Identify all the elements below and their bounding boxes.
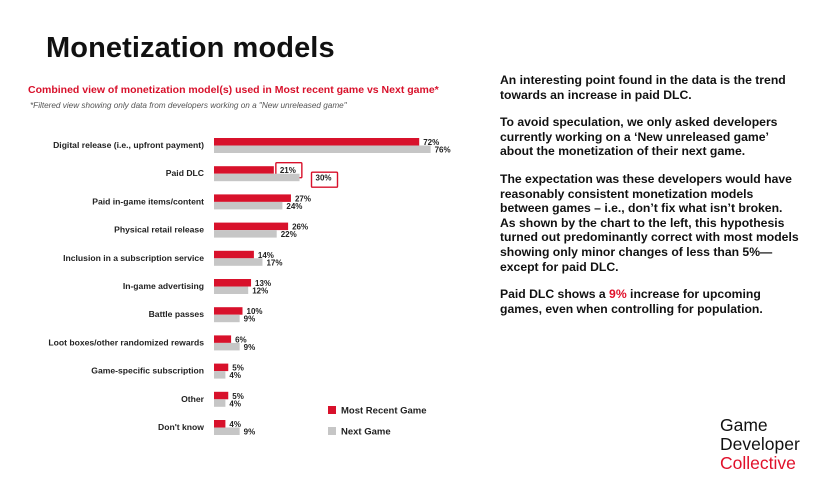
- bar-most-recent: [214, 391, 229, 400]
- category-label: Loot boxes/other randomized rewards: [48, 337, 204, 347]
- brand-line-2: Developer: [720, 434, 800, 454]
- data-label: 4%: [229, 371, 241, 380]
- data-label: 12%: [252, 287, 268, 296]
- bar-most-recent: [214, 250, 254, 259]
- data-label: 9%: [244, 315, 256, 324]
- category-label: In-game advertising: [123, 281, 204, 291]
- legend-swatch: [328, 406, 336, 414]
- commentary-highlight-value: 9%: [609, 287, 627, 302]
- data-label: 13%: [255, 279, 271, 288]
- category-label: Digital release (i.e., upfront payment): [53, 140, 204, 150]
- category-label: Paid in-game items/content: [92, 196, 204, 206]
- bar-most-recent: [214, 194, 291, 202]
- data-label: 5%: [232, 364, 244, 373]
- bar-next-game: [214, 145, 431, 153]
- data-label: 26%: [292, 223, 308, 232]
- data-label: 24%: [286, 202, 302, 211]
- bar-most-recent: [214, 222, 289, 231]
- brand-logo: Game Developer Collective: [720, 416, 800, 473]
- filter-note: *Filtered view showing only data from de…: [30, 101, 347, 110]
- page-title: Monetization models: [46, 32, 335, 64]
- legend-label: Next Game: [341, 427, 391, 438]
- bar-most-recent: [214, 307, 243, 315]
- commentary-paragraph-4: Paid DLC shows a 9% increase for upcomin…: [500, 287, 800, 316]
- category-label: Inclusion in a subscription service: [63, 253, 204, 263]
- data-label: 76%: [435, 146, 451, 155]
- data-label: 5%: [232, 392, 244, 401]
- data-label: 9%: [244, 428, 256, 437]
- bar-most-recent: [214, 335, 232, 343]
- data-label: 10%: [247, 307, 263, 316]
- bar-next-game: [214, 230, 277, 238]
- commentary-paragraph-3: The expectation was these developers wou…: [500, 171, 799, 274]
- brand-line-3: Collective: [720, 453, 796, 473]
- bar-most-recent: [214, 138, 420, 146]
- bar-most-recent: [214, 363, 229, 372]
- commentary-p4-before: Paid DLC shows a: [500, 287, 610, 302]
- bar-next-game: [214, 427, 240, 435]
- data-label: 17%: [266, 258, 282, 267]
- bar-most-recent: [214, 279, 252, 287]
- data-label: 72%: [423, 138, 439, 147]
- bar-most-recent: [214, 166, 274, 174]
- commentary-paragraph-1: An interesting point found in the data i…: [500, 73, 786, 102]
- data-label: 21%: [280, 166, 296, 175]
- data-label: 14%: [258, 251, 274, 260]
- category-label: Other: [181, 394, 205, 404]
- bar-most-recent: [214, 420, 226, 428]
- bar-next-game: [214, 371, 226, 379]
- bar-next-game: [214, 342, 240, 351]
- legend-swatch: [328, 427, 336, 435]
- bar-next-game: [214, 314, 240, 323]
- category-label: Battle passes: [149, 309, 205, 319]
- commentary-p4-after: increase for upcoming games, even when c…: [500, 287, 763, 316]
- commentary-panel: An interesting point found in the data i…: [500, 73, 800, 329]
- monetization-bar-chart: Digital release (i.e., upfront payment) 7…: [48, 138, 451, 438]
- data-label: 27%: [295, 194, 311, 203]
- category-label: Physical retail release: [114, 225, 204, 235]
- commentary-paragraph-2: To avoid speculation, we only asked deve…: [500, 115, 778, 159]
- brand-line-1: Game: [720, 415, 768, 435]
- bar-next-game: [214, 286, 249, 294]
- legend-label: Most Recent Game: [341, 406, 427, 417]
- category-label: Paid DLC: [166, 168, 204, 178]
- data-label: 22%: [281, 230, 297, 239]
- data-label: 30%: [316, 174, 332, 183]
- bar-next-game: [214, 201, 283, 210]
- data-label: 4%: [229, 399, 241, 408]
- data-label: 6%: [235, 335, 247, 344]
- data-label: 4%: [229, 420, 241, 429]
- chart-subtitle: Combined view of monetization model(s) u…: [28, 84, 439, 96]
- category-label: Game-specific subscription: [91, 366, 204, 376]
- bar-next-game: [214, 173, 300, 182]
- category-label: Don't know: [158, 422, 204, 432]
- data-label: 9%: [244, 343, 256, 352]
- bar-next-game: [214, 258, 263, 266]
- bar-next-game: [214, 399, 226, 407]
- highlight-box: [310, 171, 339, 188]
